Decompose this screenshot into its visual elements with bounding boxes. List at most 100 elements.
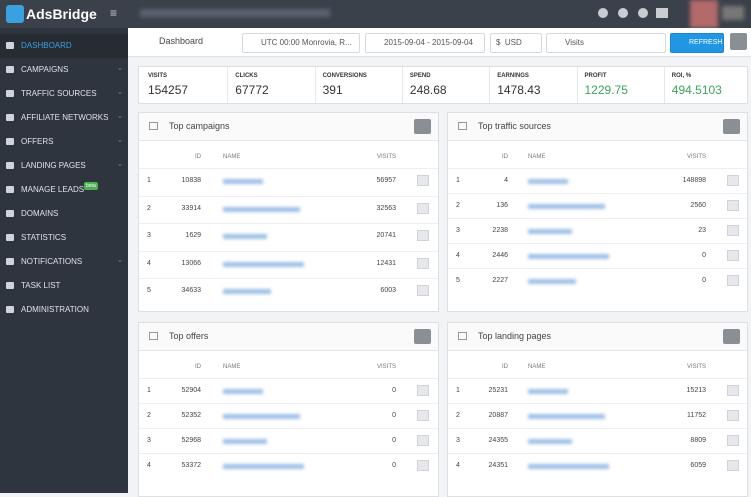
nav-item[interactable]: AFFILIATE NETWORKS <box>21 113 109 122</box>
nav-item[interactable]: STATISTICS <box>21 233 67 242</box>
blurred-name[interactable] <box>528 229 572 234</box>
row-visits: 23 <box>698 227 706 234</box>
blurred-name[interactable] <box>528 279 576 284</box>
panel: Top campaigns ID NAME VISITS 1 10838 56957 2 339… <box>138 112 439 312</box>
row-action[interactable] <box>727 435 739 446</box>
blurred-name[interactable] <box>223 289 271 294</box>
blurred-name[interactable] <box>223 179 263 184</box>
user-name[interactable] <box>722 6 744 20</box>
divider <box>576 67 578 103</box>
row-action[interactable] <box>727 385 739 396</box>
row-action[interactable] <box>417 285 429 296</box>
blurred-name[interactable] <box>223 206 300 212</box>
blurred-name[interactable] <box>223 389 263 394</box>
column-header: ID <box>195 154 201 160</box>
blurred-name[interactable] <box>223 464 304 469</box>
column-header: ID <box>195 364 201 370</box>
stat-value: 154257 <box>148 83 189 97</box>
menu-button[interactable] <box>414 119 431 134</box>
menu-button[interactable] <box>723 329 740 344</box>
row-index: 1 <box>456 387 460 394</box>
nav-item[interactable]: LANDING PAGES <box>21 161 86 170</box>
icon[interactable] <box>656 8 668 18</box>
row-action[interactable] <box>727 175 739 186</box>
column-header: VISITS <box>686 154 706 160</box>
icon[interactable] <box>638 8 648 18</box>
metric-select[interactable]: Visits <box>546 33 666 53</box>
menu-button[interactable] <box>730 33 747 50</box>
row-visits: 148898 <box>682 177 706 184</box>
nav-item[interactable]: TASK LIST <box>21 281 61 290</box>
row-action[interactable] <box>417 175 429 186</box>
nav-item[interactable]: DOMAINS <box>21 209 59 218</box>
row-divider <box>448 378 747 379</box>
icon[interactable] <box>598 8 608 18</box>
nav-item[interactable]: TRAFFIC SOURCES <box>21 89 97 98</box>
panel-icon <box>458 332 467 340</box>
blurred-name[interactable] <box>223 261 304 267</box>
divider <box>401 67 403 103</box>
blurred-name[interactable] <box>528 414 605 419</box>
date-select[interactable]: 2015-09-04 - 2015-09-04 <box>365 33 485 53</box>
blurred-name[interactable] <box>528 254 609 259</box>
row-divider <box>448 453 747 454</box>
nav-item[interactable]: ADMINISTRATION <box>21 305 89 314</box>
blurred-name[interactable] <box>528 439 572 444</box>
menu-button[interactable] <box>723 119 740 134</box>
nav-item[interactable]: OFFERS <box>21 137 54 146</box>
blurred-name[interactable] <box>223 414 300 419</box>
column-header: VISITS <box>376 364 396 370</box>
row-index: 1 <box>147 387 151 394</box>
row-index: 2 <box>456 202 460 209</box>
menu-toggle[interactable]: ≡ <box>110 6 118 20</box>
avatar[interactable] <box>690 0 718 28</box>
row-action[interactable] <box>417 230 429 241</box>
blurred-name[interactable] <box>223 439 267 444</box>
column-header: ID <box>502 154 508 160</box>
nav-item[interactable]: MANAGE LEADS <box>21 185 85 194</box>
timezone-select[interactable]: UTC 00:00 Monrovia, R... <box>242 33 360 53</box>
refresh-button[interactable]: REFRESH <box>670 33 724 53</box>
blurred-name[interactable] <box>223 234 267 239</box>
row-action[interactable] <box>417 410 429 421</box>
logo[interactable]: AdsBridge <box>26 6 97 22</box>
row-divider <box>448 193 747 194</box>
row-divider <box>139 278 438 279</box>
row-action[interactable] <box>417 202 429 214</box>
row-divider <box>448 168 747 169</box>
row-action[interactable] <box>417 435 429 446</box>
row-visits: 6059 <box>690 462 706 469</box>
stat-value: 1478.43 <box>497 83 541 97</box>
icon[interactable] <box>618 8 628 18</box>
row-action[interactable] <box>727 410 739 421</box>
row-action[interactable] <box>727 200 739 211</box>
blurred-name[interactable] <box>528 179 568 184</box>
nav-icon <box>6 234 14 241</box>
currency-select[interactable]: $ USD <box>490 33 542 53</box>
row-id: 34633 <box>181 287 201 294</box>
stat-value: 391 <box>322 83 343 97</box>
row-action[interactable] <box>727 460 739 471</box>
row-id: 136 <box>496 202 508 209</box>
row-divider <box>139 378 438 379</box>
row-action[interactable] <box>727 275 739 286</box>
row-visits: 32563 <box>376 204 396 212</box>
row-action[interactable] <box>727 250 739 261</box>
row-action[interactable] <box>727 225 739 236</box>
row-action[interactable] <box>417 460 429 471</box>
nav-item[interactable]: CAMPAIGNS <box>21 65 69 74</box>
row-action[interactable] <box>417 385 429 396</box>
row-id: 52352 <box>181 412 201 419</box>
blurred-name[interactable] <box>528 464 609 469</box>
stat-label: CONVERSIONS <box>322 73 367 79</box>
column-header: NAME <box>223 154 241 160</box>
blurred-name[interactable] <box>528 389 568 394</box>
panel-header: Top landing pages <box>448 323 747 351</box>
chevron: ⌄ <box>117 65 123 72</box>
divider <box>489 67 491 103</box>
nav-item[interactable]: DASHBOARD <box>21 41 72 50</box>
row-action[interactable] <box>417 257 429 269</box>
blurred-name[interactable] <box>528 204 605 209</box>
nav-item[interactable]: NOTIFICATIONS <box>21 257 83 266</box>
menu-button[interactable] <box>414 329 431 344</box>
